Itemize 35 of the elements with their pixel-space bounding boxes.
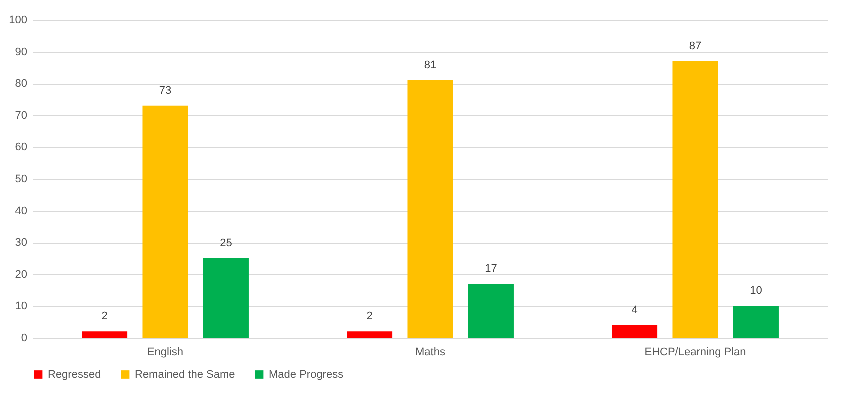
legend-label: Regressed: [48, 368, 102, 381]
bar: [203, 258, 249, 338]
data-label: 10: [750, 285, 762, 298]
data-label: 2: [102, 310, 108, 323]
bar: [612, 325, 658, 338]
data-label: 17: [485, 262, 498, 275]
data-label: 2: [366, 310, 373, 323]
bar: [468, 284, 514, 338]
y-tick-label: 70: [15, 110, 28, 122]
y-tick-label: 0: [21, 332, 28, 344]
bar: [82, 332, 128, 338]
data-label: 81: [424, 59, 437, 72]
y-tick-label: 30: [15, 237, 28, 250]
x-tick-label: EHCP/Learning Plan: [644, 346, 746, 358]
y-tick-label: 10: [15, 300, 28, 313]
data-label: 4: [632, 304, 638, 316]
y-tick-label: 20: [15, 268, 28, 281]
y-tick-label: 100: [9, 14, 28, 26]
y-tick-label: 40: [15, 205, 28, 218]
data-label: 25: [220, 238, 232, 250]
x-tick-label: Maths: [416, 346, 446, 358]
bar: [408, 80, 454, 338]
data-label: 73: [159, 84, 172, 97]
bar: [672, 61, 718, 338]
y-tick-label: 90: [15, 46, 28, 58]
y-tick-label: 50: [15, 174, 28, 186]
y-tick-label: 80: [15, 78, 28, 90]
y-tick-label: 60: [15, 142, 28, 154]
bar: [733, 306, 779, 338]
bar: [347, 332, 393, 338]
x-tick-label: English: [147, 346, 184, 358]
data-label: 87: [689, 40, 702, 52]
bar: [142, 106, 188, 338]
legend-label: Remained the Same: [135, 368, 236, 381]
legend-label: Made Progress: [269, 368, 344, 381]
